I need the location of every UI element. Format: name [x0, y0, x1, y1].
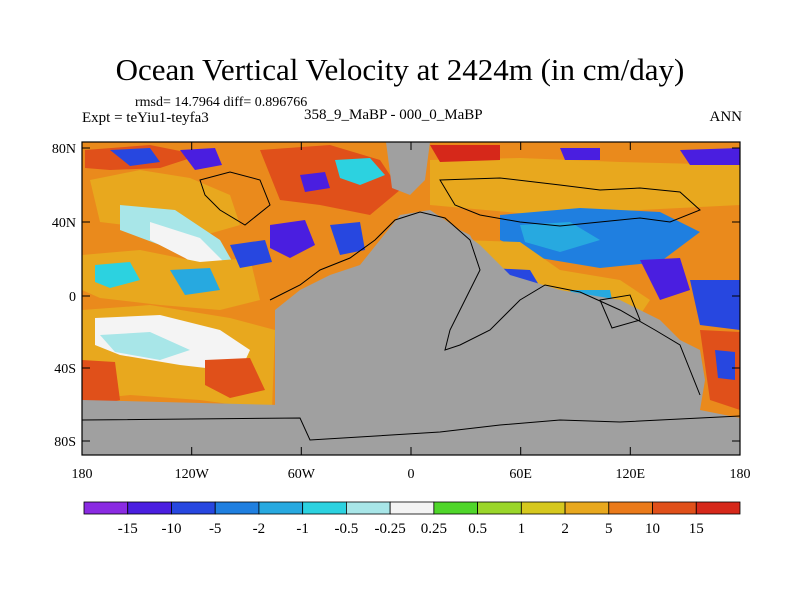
- lat-tick-label: 80N: [52, 142, 76, 157]
- north-atlantic-negative-patch: [300, 172, 330, 192]
- rmsd-subtitle: rmsd= 14.7964 diff= 0.896766: [135, 95, 308, 110]
- colorbar-swatch: [652, 501, 697, 515]
- arctic-negative-patch: [180, 148, 222, 170]
- lon-tick-label: 60E: [509, 467, 532, 482]
- colorbar-swatch: [564, 501, 610, 515]
- lon-tick-label: 120E: [616, 467, 646, 482]
- east-ocean-negative-patch: [690, 280, 740, 330]
- east-tethys-negative-patch: [640, 258, 690, 300]
- arctic-land-strip: [386, 142, 430, 195]
- north-atlantic-weak-patch: [335, 158, 385, 185]
- season-label: ANN: [709, 109, 743, 125]
- south-pacific-weak-band: [100, 332, 190, 360]
- colorbar-swatch: [302, 501, 347, 515]
- antarctic-coast: [82, 400, 280, 418]
- southeast-negative-patch: [715, 350, 735, 380]
- colorbar: -15 -10 -5 -2 -1 -0.5 -0.25 0.25 0.5 1 2 5 10 15: [83, 501, 741, 537]
- central-american-negative-patch: [230, 240, 272, 268]
- colorbar-swatch: [345, 501, 391, 515]
- lon-tick-label: 180: [72, 467, 93, 482]
- lat-tick-label: 40N: [52, 216, 76, 231]
- laurussia-landmass: [392, 215, 480, 310]
- colorbar-label: -0.25: [375, 521, 406, 537]
- longitude-axis: 180 120W 60W 0 60E 120E 180: [72, 142, 751, 482]
- lon-tick-label: 60W: [288, 467, 316, 482]
- colorbar-swatch: [477, 501, 522, 515]
- colorbar-label: 0.25: [421, 521, 447, 537]
- arctic-eurasia-negative-patch: [560, 148, 600, 160]
- experiment-label: Expt = teYiu1-teyfa3: [82, 110, 209, 126]
- bering-negative-patch: [110, 148, 160, 166]
- colorbar-label: 1: [518, 521, 526, 537]
- colorbar-swatch: [608, 501, 653, 515]
- colorbar-swatch: [83, 501, 129, 515]
- colorbar-swatch: [127, 501, 172, 515]
- antarctic-coastline: [82, 415, 740, 441]
- colorbar-swatch: [433, 501, 479, 515]
- map-plot-area: [82, 142, 740, 455]
- colorbar-swatch: [389, 501, 435, 515]
- arctic-eurasia-field: [430, 145, 500, 162]
- map-title: Ocean Vertical Velocity at 2424m (in cm/…: [115, 52, 685, 87]
- lon-tick-label: 0: [408, 467, 415, 482]
- colorbar-label: -5: [209, 521, 222, 537]
- colorbar-label: -0.5: [335, 521, 359, 537]
- colorbar-label: 2: [561, 521, 569, 537]
- colorbar-label: -1: [296, 521, 309, 537]
- colorbar-swatch: [171, 501, 216, 515]
- colorbar-label: 10: [645, 521, 660, 537]
- equatorial-weak-patch-2: [170, 268, 220, 295]
- arctic-east-negative-patch: [680, 148, 740, 165]
- paleotethys-weak-patch: [520, 222, 600, 252]
- laurentia-coastline: [199, 171, 271, 226]
- lat-tick-label: 80S: [54, 435, 76, 450]
- lon-tick-label: 120W: [175, 467, 210, 482]
- colorbar-swatch: [258, 501, 304, 515]
- island-coastline: [599, 294, 641, 329]
- gondwana-coastline: [269, 211, 701, 396]
- lat-tick-label: 0: [69, 290, 76, 305]
- southeast-pacific-field: [82, 360, 120, 410]
- equatorial-weak-patch: [95, 262, 140, 288]
- difference-label: 358_9_MaBP - 000_0_MaBP: [304, 107, 483, 123]
- lon-tick-label: 180: [730, 467, 751, 482]
- colorbar-swatch: [214, 501, 260, 515]
- siberia-coastline: [439, 177, 701, 227]
- latitude-axis: 80N 40N 0 40S 80S: [52, 142, 740, 450]
- gondwana-landmass: [82, 210, 740, 455]
- north-tethys-field: [430, 158, 740, 215]
- colorbar-label: -10: [161, 521, 181, 537]
- colorbar-label: 0.5: [468, 521, 487, 537]
- western-atlantic-negative-patch: [270, 220, 315, 258]
- colorbar-label: -2: [253, 521, 266, 537]
- paleotethys-negative-band: [500, 208, 700, 268]
- central-atlantic-negative-patch: [330, 222, 365, 255]
- colorbar-swatch: [695, 501, 741, 515]
- colorbar-label: -15: [118, 521, 138, 537]
- colorbar-swatch: [520, 501, 566, 515]
- colorbar-label: 15: [689, 521, 704, 537]
- lat-tick-label: 40S: [54, 362, 76, 377]
- colorbar-label: 5: [605, 521, 613, 537]
- southern-ocean-positive-patch: [205, 358, 265, 398]
